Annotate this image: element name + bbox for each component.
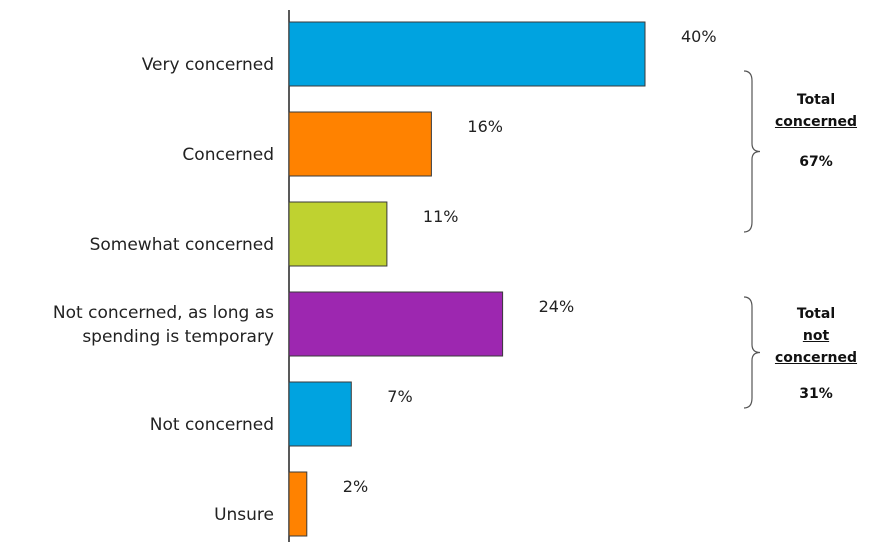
category-label: Very concerned — [142, 55, 274, 75]
group-total-concerned: Total concerned 67% — [761, 89, 871, 173]
category-label: spending is temporary — [82, 327, 274, 347]
group-bracket — [743, 296, 761, 409]
category-label: Unsure — [214, 505, 274, 525]
bar — [288, 291, 504, 357]
value-label: 7% — [387, 387, 412, 406]
bar — [288, 201, 388, 267]
bar — [288, 381, 352, 447]
brackets-layer — [743, 70, 761, 409]
bars-layer — [288, 21, 646, 537]
value-label: 11% — [423, 207, 459, 226]
group-total-not-concerned: Total not concerned 31% — [761, 303, 871, 405]
value-label: 16% — [467, 117, 503, 136]
group-total-concerned-title: Total — [796, 92, 836, 108]
group-bracket — [743, 70, 761, 233]
value-label: 2% — [343, 477, 368, 496]
group-total-not-concerned-subtitle: not — [802, 328, 830, 344]
category-label: Not concerned, as long as — [53, 303, 274, 323]
bar — [288, 111, 432, 177]
group-total-concerned-subtitle: concerned — [774, 114, 858, 130]
category-label: Somewhat concerned — [90, 235, 274, 255]
group-total-concerned-value: 67% — [799, 154, 833, 170]
group-total-not-concerned-title: Total — [796, 306, 836, 322]
bar — [288, 21, 646, 87]
value-label: 24% — [539, 297, 575, 316]
group-total-not-concerned-subtitle-2: concerned — [774, 350, 858, 366]
category-label: Not concerned — [150, 415, 274, 435]
labels-layer: 40% Very concerned 16% Concerned 11% Somewhat… — [53, 27, 717, 525]
category-label: Concerned — [182, 145, 274, 165]
bar — [288, 471, 308, 537]
value-label: 40% — [681, 27, 717, 46]
group-total-not-concerned-value: 31% — [799, 386, 833, 402]
